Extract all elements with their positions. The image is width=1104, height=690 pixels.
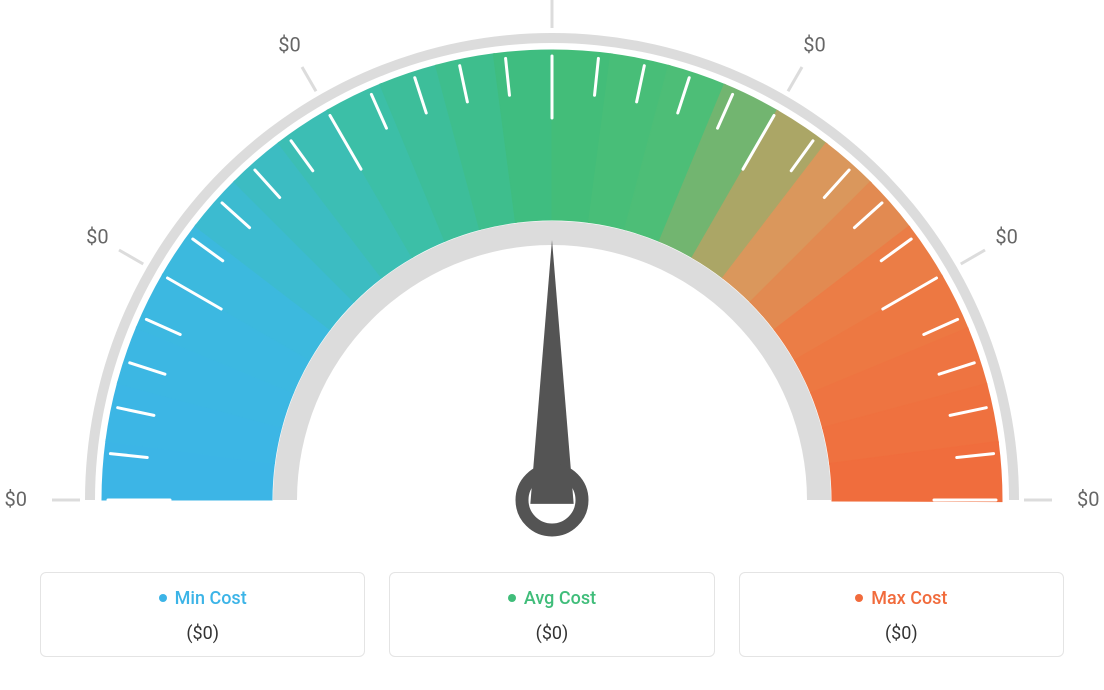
legend-dot-avg-cost	[508, 594, 516, 602]
legend-card-max-cost: Max Cost ($0)	[739, 572, 1064, 657]
gauge-tick-label: $0	[803, 32, 825, 56]
legend-card-min-cost: Min Cost ($0)	[40, 572, 365, 657]
legend-dot-max-cost	[855, 594, 863, 602]
legend-value-min-cost: ($0)	[41, 623, 364, 644]
legend-label-avg-cost: Avg Cost	[524, 588, 596, 609]
legend-label-min-cost: Min Cost	[175, 588, 247, 609]
legend-dot-min-cost	[159, 594, 167, 602]
gauge-major-tick	[961, 250, 985, 264]
gauge-tick-label: $0	[278, 32, 300, 56]
gauge-tick-label: $0	[995, 225, 1017, 249]
legend-title-avg-cost: Avg Cost	[508, 588, 596, 609]
gauge-chart-container: $0$0$0$0$0$0$0 Min Cost($0)Avg Cost($0)M…	[0, 0, 1104, 690]
gauge-svg: $0$0$0$0$0$0$0	[0, 0, 1104, 560]
gauge-tick-label: $0	[86, 225, 108, 249]
legend-label-max-cost: Max Cost	[871, 588, 947, 609]
legend-value-avg-cost: ($0)	[390, 623, 713, 644]
legend-title-min-cost: Min Cost	[159, 588, 247, 609]
legend-value-max-cost: ($0)	[740, 623, 1063, 644]
legend-row: Min Cost ($0) Avg Cost ($0) Max Cost ($0)	[40, 572, 1064, 657]
legend-title-max-cost: Max Cost	[855, 588, 947, 609]
gauge-tick-label: $0	[1077, 487, 1099, 511]
gauge-major-tick	[302, 67, 316, 91]
gauge-tick-label: $0	[5, 487, 27, 511]
gauge-major-tick	[788, 67, 802, 91]
legend-card-avg-cost: Avg Cost ($0)	[389, 572, 714, 657]
gauge-major-tick	[119, 250, 143, 264]
